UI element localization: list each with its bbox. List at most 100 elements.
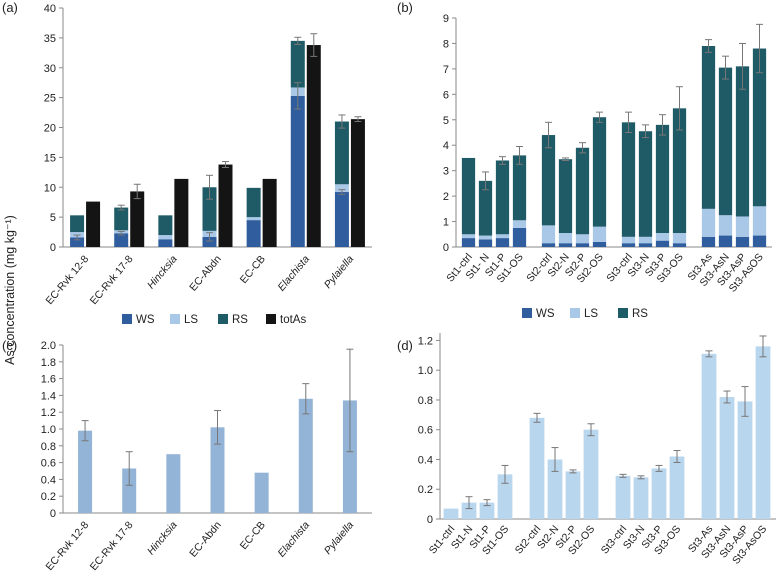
bar <box>461 502 477 519</box>
bar <box>651 468 667 519</box>
bar <box>479 502 495 519</box>
y-tick-label: 30 <box>44 63 56 75</box>
bar-ls <box>752 206 767 236</box>
bar <box>737 401 753 519</box>
y-tick-label: 5 <box>50 212 56 224</box>
bar-ws <box>334 192 349 247</box>
bar <box>166 454 181 513</box>
bar-rs <box>290 40 305 88</box>
bar-ws <box>621 243 636 247</box>
bar-ws <box>735 236 750 247</box>
bar-ls <box>558 233 573 244</box>
bar-totas <box>174 178 189 247</box>
y-tick-label: 1.2 <box>41 407 56 419</box>
bar-rs <box>461 157 476 235</box>
bar-rs <box>158 215 173 236</box>
shared-y-axis-label: As concentration (mg kg⁻¹) <box>3 215 17 365</box>
legend-swatch-totas <box>266 314 276 324</box>
bar-ls <box>575 234 590 244</box>
bar-ls <box>638 236 653 244</box>
bar-ls <box>701 208 716 237</box>
bar-rs <box>512 155 527 221</box>
bar-ls <box>334 184 349 193</box>
bar <box>342 400 357 513</box>
bar-ws <box>638 243 653 247</box>
y-tick-label: 8 <box>443 38 449 50</box>
y-tick-label: 0.8 <box>418 395 433 407</box>
bar-rs <box>495 160 510 235</box>
legend: WS LS RS totAs <box>122 314 306 326</box>
bar <box>633 477 649 519</box>
y-tick-label: 2 <box>443 191 449 203</box>
x-tick-label: Elachista <box>276 519 313 559</box>
bar-ws <box>592 241 607 247</box>
y-tick-label: 0 <box>443 242 449 254</box>
legend-label-ws: WS <box>536 308 555 320</box>
bar-ls <box>621 236 636 244</box>
bar-rs <box>334 121 349 185</box>
y-tick-label: 1.0 <box>418 365 433 377</box>
x-tick-label: Hincksia <box>145 253 180 291</box>
bar-rs <box>718 67 733 216</box>
bar-ls <box>592 226 607 242</box>
y-tick-label: 0 <box>50 242 56 254</box>
legend-label-rs: RS <box>632 308 648 320</box>
bar-ws <box>202 236 217 247</box>
bar-ls <box>158 235 173 240</box>
bar <box>443 508 459 519</box>
bar-rs <box>638 131 653 237</box>
bar-rs <box>752 48 767 207</box>
x-tick-label: Pylaiella <box>322 253 356 291</box>
y-tick-label: 1.0 <box>41 424 56 436</box>
bar-ls <box>512 220 527 228</box>
bar-ws <box>672 243 687 247</box>
bar <box>122 468 137 513</box>
bar <box>701 353 717 519</box>
y-tick-label: 25 <box>44 93 56 105</box>
bar <box>547 459 563 519</box>
y-tick-label: 4 <box>443 140 449 152</box>
bar-rs <box>735 66 750 217</box>
legend-swatch-ws <box>522 308 532 318</box>
y-tick-label: 7 <box>443 64 449 76</box>
legend-label-rs: RS <box>232 314 248 326</box>
x-tick-label: EC-Abdn <box>187 519 224 559</box>
y-tick-label: 10 <box>44 182 56 194</box>
bar-ls <box>672 233 687 244</box>
legend-swatch-rs <box>618 308 628 318</box>
bar-rs <box>701 45 716 209</box>
bar-rs <box>70 215 85 233</box>
bar-ls <box>655 233 670 241</box>
bar <box>529 417 545 519</box>
legend-swatch-rs <box>218 314 228 324</box>
x-tick-label: Elachista <box>276 253 313 293</box>
bar-ws <box>558 243 573 247</box>
bar <box>254 472 269 513</box>
legend-swatch-ls <box>170 314 180 324</box>
y-tick-label: 5 <box>443 115 449 127</box>
y-tick-label: 40 <box>44 3 56 15</box>
y-tick-label: 1.8 <box>41 357 56 369</box>
x-tick-label: EC-Rvk 12-8 <box>44 253 92 307</box>
bar-ws <box>70 237 85 247</box>
legend-swatch-ls <box>570 308 580 318</box>
y-tick-label: 9 <box>443 13 449 25</box>
x-tick-label: EC-Rvk 12-8 <box>44 519 92 573</box>
bar-ls <box>246 217 261 221</box>
y-tick-label: 1.2 <box>418 335 433 347</box>
bar-rs <box>541 135 556 226</box>
legend-label-ls: LS <box>184 314 198 326</box>
legend-swatch-ws <box>122 314 132 324</box>
y-tick-label: 6 <box>443 89 449 101</box>
y-tick-label: 0.4 <box>418 454 433 466</box>
legend-label-ls: LS <box>584 308 598 320</box>
legend: WS LS RS <box>522 308 648 320</box>
x-tick-label: EC-Rvk 17-8 <box>88 519 136 573</box>
bar-ws <box>478 239 493 247</box>
bar-totas <box>218 164 233 247</box>
bar-ls <box>735 216 750 237</box>
bar <box>669 456 685 519</box>
panel-label: (c) <box>2 338 17 353</box>
